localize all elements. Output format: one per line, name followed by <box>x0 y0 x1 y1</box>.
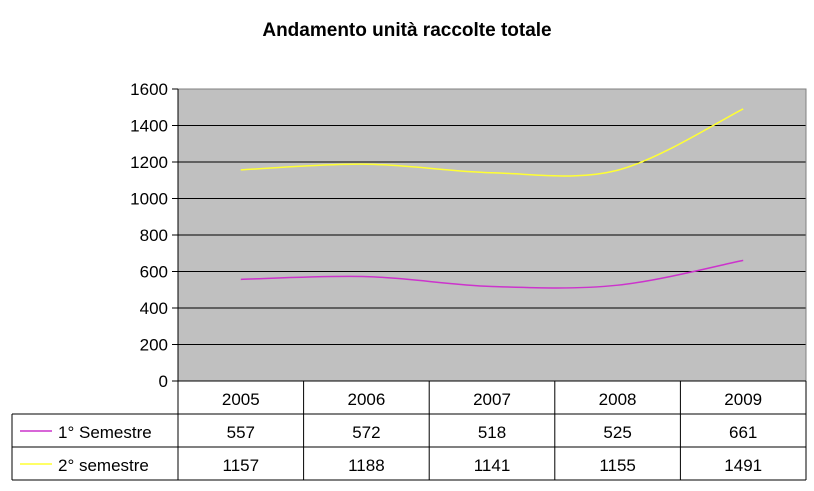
x-category-label: 2008 <box>599 390 637 409</box>
y-tick-label: 800 <box>140 226 168 245</box>
data-label: 1157 <box>223 456 260 475</box>
y-tick-label: 0 <box>159 372 168 391</box>
y-tick-label: 400 <box>140 299 168 318</box>
x-category-label: 2009 <box>724 390 762 409</box>
data-label: 557 <box>227 423 255 442</box>
table-grid <box>11 380 807 481</box>
y-tick-label: 1400 <box>130 117 168 136</box>
data-label: 1141 <box>474 456 511 475</box>
y-axis-ticks: 0 200 400 600 800 1000 1200 1400 1600 <box>130 80 179 391</box>
series-line-2 <box>240 108 744 177</box>
legend-entry: 1° Semestre <box>58 423 152 442</box>
data-label: 1188 <box>348 456 385 475</box>
data-label: 1491 <box>724 456 762 475</box>
data-label: 1155 <box>599 456 636 475</box>
data-label: 518 <box>478 423 506 442</box>
series-lines <box>240 108 744 289</box>
data-table: 2005 2006 2007 2008 2009 1° Semestre 557 572 518… <box>11 380 807 481</box>
x-category-label: 2006 <box>347 390 385 409</box>
y-tick-label: 1200 <box>130 153 168 172</box>
legend-entry: 2° semestre <box>58 456 149 475</box>
series-line-1 <box>240 259 744 289</box>
data-label: 525 <box>603 423 631 442</box>
x-category-label: 2007 <box>473 390 511 409</box>
x-category-label: 2005 <box>222 390 260 409</box>
y-tick-label: 1600 <box>130 80 168 99</box>
table-cells: 2005 2006 2007 2008 2009 1° Semestre 557 572 518… <box>20 390 762 475</box>
data-label: 661 <box>729 423 757 442</box>
y-tick-label: 1000 <box>130 190 168 209</box>
y-tick-label: 600 <box>140 263 168 282</box>
data-label: 572 <box>352 423 380 442</box>
y-tick-label: 200 <box>140 336 168 355</box>
chart-title: Andamento unità raccolte totale <box>262 20 551 41</box>
